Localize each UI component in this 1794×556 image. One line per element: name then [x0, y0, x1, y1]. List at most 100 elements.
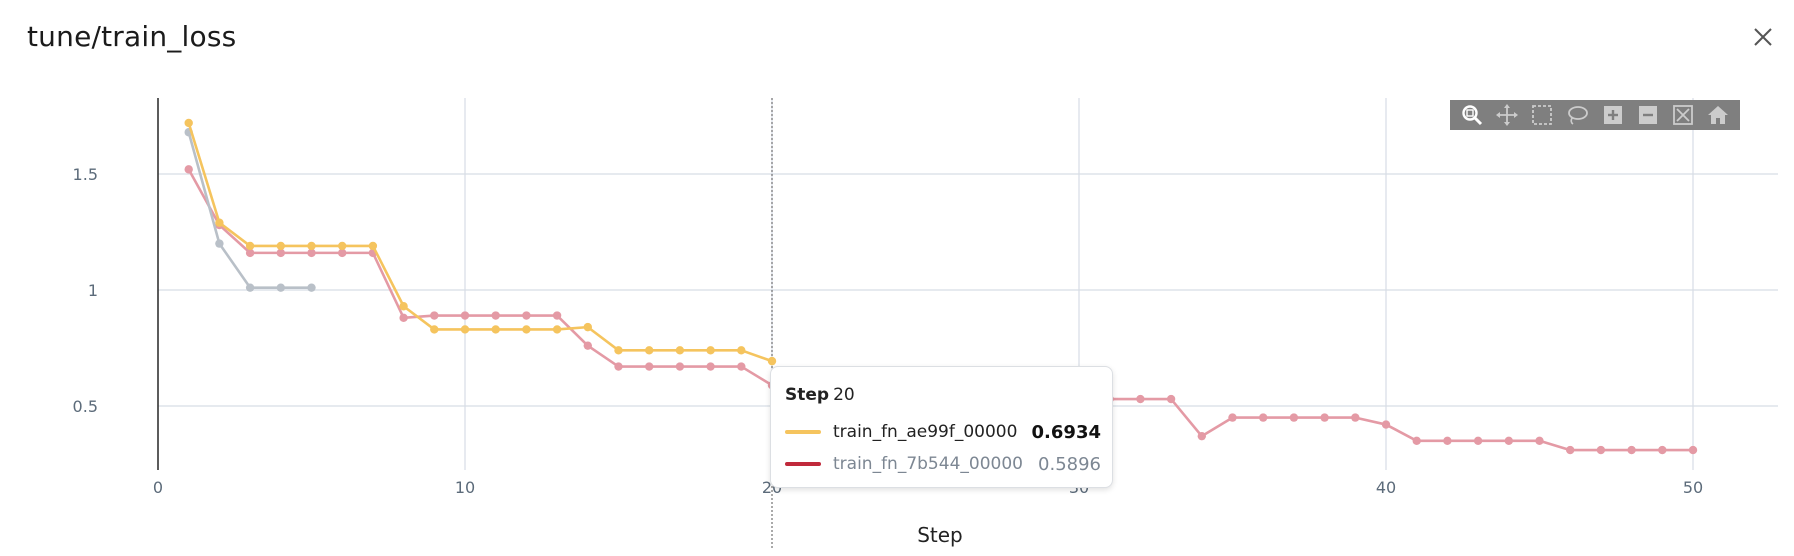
data-point — [399, 302, 408, 311]
data-point — [645, 346, 654, 355]
data-point — [1596, 445, 1606, 455]
data-point — [276, 241, 285, 251]
data-point — [767, 356, 777, 366]
data-point — [1535, 436, 1544, 445]
data-point — [1136, 394, 1145, 404]
series-layer — [184, 118, 1698, 455]
data-point — [1443, 436, 1452, 445]
data-point — [1412, 436, 1421, 445]
data-point — [706, 362, 715, 371]
data-point — [307, 283, 316, 292]
data-point — [276, 283, 285, 292]
data-point — [614, 346, 623, 355]
tooltip-series-name: train_fn_7b544_00000 — [833, 454, 1023, 474]
data-point — [460, 311, 470, 320]
x-tick-label: 0 — [153, 478, 163, 497]
data-point — [399, 313, 408, 323]
tooltip-series-value: 0.6934 — [1031, 421, 1101, 443]
data-point — [184, 118, 193, 128]
series-swatch — [785, 430, 821, 434]
data-point — [583, 341, 592, 350]
x-tick-label: 40 — [1376, 478, 1396, 497]
data-point — [552, 311, 562, 320]
data-point — [491, 325, 500, 334]
pan-icon — [1495, 104, 1518, 126]
series-swatch — [785, 462, 821, 466]
tooltip-row: train_fn_7b544_00000 0.5896 — [785, 451, 1101, 477]
data-point — [338, 248, 347, 258]
series-line — [187, 131, 312, 289]
y-tick-label: 0.5 — [73, 397, 98, 416]
reset-home-icon — [1708, 106, 1729, 124]
data-point — [1351, 413, 1360, 422]
data-point — [460, 325, 470, 334]
data-point — [1197, 431, 1207, 441]
chart-title: tune/train_loss — [27, 20, 237, 53]
series-line — [187, 122, 773, 363]
data-point — [552, 325, 562, 334]
data-point — [614, 362, 623, 371]
data-point — [1627, 445, 1636, 455]
tooltip-series-name: train_fn_ae99f_00000 — [833, 422, 1018, 442]
x-tick-label: 10 — [455, 478, 475, 497]
data-point — [491, 311, 500, 320]
data-point — [1688, 445, 1698, 455]
data-point — [338, 241, 347, 251]
zoom-in-icon — [1603, 106, 1622, 124]
data-point — [706, 346, 715, 355]
data-point — [645, 362, 654, 371]
zoom-out-button[interactable] — [1635, 102, 1661, 128]
data-point — [1658, 445, 1667, 455]
data-point — [215, 239, 224, 248]
data-point — [276, 248, 285, 258]
zoom-icon — [1461, 105, 1482, 126]
zoom-in-button[interactable] — [1600, 102, 1626, 128]
data-point — [583, 322, 592, 332]
data-point — [245, 241, 255, 251]
data-point — [1504, 436, 1514, 445]
data-point — [245, 283, 255, 292]
pan-button[interactable] — [1494, 102, 1520, 128]
zoom-out-icon — [1638, 106, 1657, 124]
reset-home-button[interactable] — [1705, 102, 1731, 128]
data-point — [307, 248, 316, 258]
tooltip-step-value: 20 — [833, 385, 855, 405]
tooltip-series-value: 0.5896 — [1038, 453, 1101, 475]
data-point — [430, 311, 439, 320]
data-point — [675, 362, 685, 371]
close-button[interactable] — [1748, 22, 1778, 52]
tooltip-step-label: Step — [785, 385, 830, 405]
lasso-icon — [1568, 106, 1589, 125]
data-point — [675, 346, 685, 355]
box-select-icon — [1532, 105, 1553, 125]
data-point — [1381, 420, 1391, 429]
data-point — [737, 346, 746, 355]
close-icon — [1754, 28, 1772, 46]
lasso-button[interactable] — [1564, 102, 1590, 128]
hover-tooltip: Step 20 train_fn_ae99f_00000 0.6934 train… — [770, 366, 1113, 488]
data-point — [522, 325, 531, 334]
data-point — [1289, 413, 1299, 422]
data-point — [1228, 413, 1237, 422]
autoscale-button[interactable] — [1670, 102, 1696, 128]
data-point — [1473, 436, 1483, 445]
data-point — [1259, 413, 1268, 422]
y-tick-label: 1.5 — [73, 165, 98, 184]
data-point — [245, 248, 255, 258]
autoscale-icon — [1673, 105, 1694, 125]
data-point — [522, 311, 531, 320]
zoom-button[interactable] — [1459, 102, 1485, 128]
tooltip-row: train_fn_ae99f_00000 0.6934 — [785, 419, 1101, 445]
data-point — [1166, 394, 1176, 404]
data-point — [1320, 413, 1329, 422]
plot-toolbar — [1450, 100, 1740, 130]
box-select-button[interactable] — [1529, 102, 1555, 128]
y-tick-label: 1 — [88, 281, 98, 300]
data-point — [184, 165, 193, 174]
data-point — [307, 241, 316, 251]
tooltip-header: Step 20 — [785, 385, 855, 405]
data-point — [737, 362, 746, 371]
x-tick-label: 50 — [1683, 478, 1703, 497]
grid — [158, 98, 1778, 470]
